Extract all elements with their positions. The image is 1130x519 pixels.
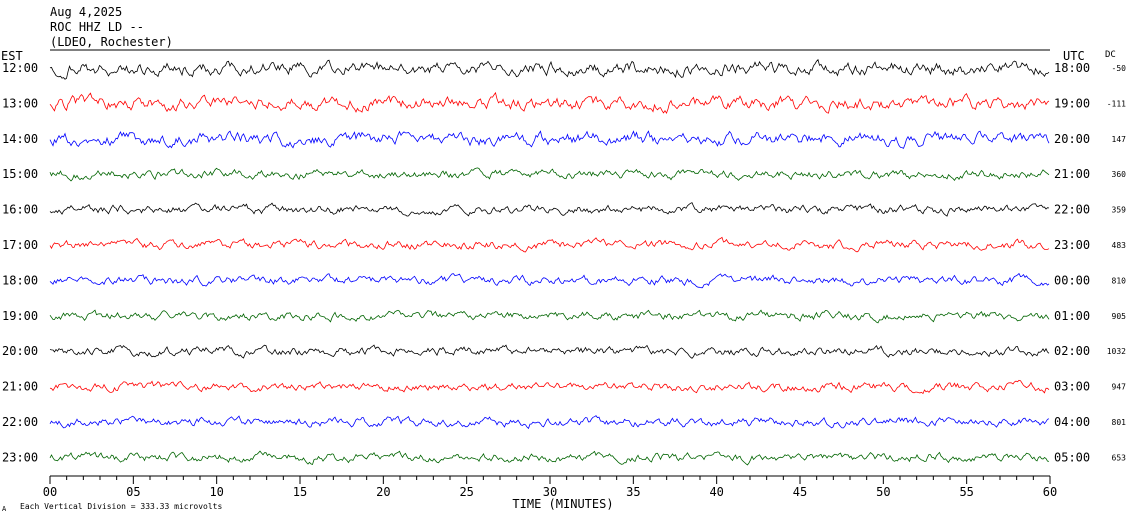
dc-offset-value: 359 bbox=[1112, 206, 1127, 215]
x-tick-label: 45 bbox=[793, 485, 807, 499]
utc-hour-label: 18:00 bbox=[1054, 61, 1090, 75]
est-hour-label: 14:00 bbox=[2, 132, 38, 146]
trace-line bbox=[49, 309, 1050, 324]
dc-offset-value: 360 bbox=[1112, 170, 1127, 179]
trace-line bbox=[49, 130, 1050, 149]
utc-hour-label: 03:00 bbox=[1054, 380, 1090, 394]
trace-line bbox=[49, 58, 1050, 80]
dc-offset-value: 905 bbox=[1112, 312, 1127, 321]
est-hour-label: 16:00 bbox=[2, 203, 38, 217]
utc-hour-label: 23:00 bbox=[1054, 238, 1090, 252]
x-tick-label: 15 bbox=[293, 485, 307, 499]
est-hour-labels: 12:00 13:00 14:00 15:00 16:00 17:00 18:00 19:00… bbox=[2, 61, 38, 464]
utc-hour-label: 02:00 bbox=[1054, 344, 1090, 358]
x-tick-label: 35 bbox=[626, 485, 640, 499]
est-hour-label: 15:00 bbox=[2, 167, 38, 181]
x-tick-label: 50 bbox=[876, 485, 890, 499]
footer-scale-note: Each Vertical Division = 333.33 microvol… bbox=[20, 502, 222, 511]
est-hour-label: 19:00 bbox=[2, 309, 38, 323]
trace-line bbox=[49, 379, 1050, 395]
x-axis-title: TIME (MINUTES) bbox=[512, 497, 613, 511]
est-hour-label: 22:00 bbox=[2, 415, 38, 429]
dc-offset-value: 653 bbox=[1112, 453, 1127, 462]
x-tick-label: 10 bbox=[209, 485, 223, 499]
utc-hour-label: 00:00 bbox=[1054, 273, 1090, 287]
utc-hour-label: 22:00 bbox=[1054, 203, 1090, 217]
trace-line bbox=[49, 167, 1050, 182]
est-hour-label: 12:00 bbox=[2, 61, 38, 75]
trace-line bbox=[49, 450, 1050, 466]
utc-hour-label: 05:00 bbox=[1054, 450, 1090, 464]
seismogram-traces bbox=[49, 58, 1050, 466]
x-tick-label: 25 bbox=[459, 485, 473, 499]
utc-hour-label: 20:00 bbox=[1054, 132, 1090, 146]
utc-hour-label: 21:00 bbox=[1054, 167, 1090, 181]
x-tick-label: 40 bbox=[709, 485, 723, 499]
trace-line bbox=[49, 415, 1050, 430]
right-timezone-label: UTC bbox=[1063, 49, 1085, 63]
trace-line bbox=[49, 202, 1050, 217]
est-hour-label: 23:00 bbox=[2, 450, 38, 464]
est-hour-label: 13:00 bbox=[2, 96, 38, 110]
utc-hour-label: 01:00 bbox=[1054, 309, 1090, 323]
header-station: ROC HHZ LD -- bbox=[50, 20, 144, 34]
dc-offset-value: 1032 bbox=[1107, 347, 1126, 356]
trace-line bbox=[49, 272, 1050, 289]
est-hour-label: 17:00 bbox=[2, 238, 38, 252]
dc-offset-value: -111 bbox=[1107, 99, 1126, 108]
header-date: Aug 4,2025 bbox=[50, 5, 122, 19]
x-tick-label: 20 bbox=[376, 485, 390, 499]
x-tick-label: 00 bbox=[43, 485, 57, 499]
utc-hour-label: 04:00 bbox=[1054, 415, 1090, 429]
left-timezone-label: EST bbox=[1, 49, 23, 63]
dc-header-label: DC bbox=[1105, 50, 1116, 60]
utc-hour-label: 19:00 bbox=[1054, 96, 1090, 110]
utc-hour-labels: 18:00 19:00 20:00 21:00 22:00 23:00 00:00 01:00… bbox=[1054, 61, 1090, 464]
x-tick-label: 55 bbox=[959, 485, 973, 499]
dc-offset-value: 810 bbox=[1112, 276, 1127, 285]
x-tick-label: 05 bbox=[126, 485, 140, 499]
x-tick-label: 60 bbox=[1043, 485, 1057, 499]
dc-offset-value: 483 bbox=[1112, 241, 1127, 250]
header-location: (LDEO, Rochester) bbox=[50, 35, 173, 49]
x-tick-label: 30 bbox=[543, 485, 557, 499]
dc-offset-value: 801 bbox=[1112, 418, 1127, 427]
dc-offset-value: 947 bbox=[1112, 383, 1127, 392]
trace-line bbox=[49, 344, 1050, 359]
corner-mark: A bbox=[2, 505, 7, 513]
est-hour-label: 20:00 bbox=[2, 344, 38, 358]
est-hour-label: 21:00 bbox=[2, 380, 38, 394]
trace-line bbox=[49, 91, 1050, 115]
dc-offset-value: 147 bbox=[1112, 135, 1127, 144]
time-axis-ticks: 00 05 10 15 20 25 30 35 40 45 50 55 60 bbox=[43, 476, 1057, 499]
dc-offset-value: -50 bbox=[1112, 64, 1127, 73]
trace-line bbox=[49, 236, 1050, 253]
dc-offset-labels: -50 -111 147 360 359 483 810 905 1032 947 801 653 bbox=[1107, 64, 1126, 462]
est-hour-label: 18:00 bbox=[2, 273, 38, 287]
